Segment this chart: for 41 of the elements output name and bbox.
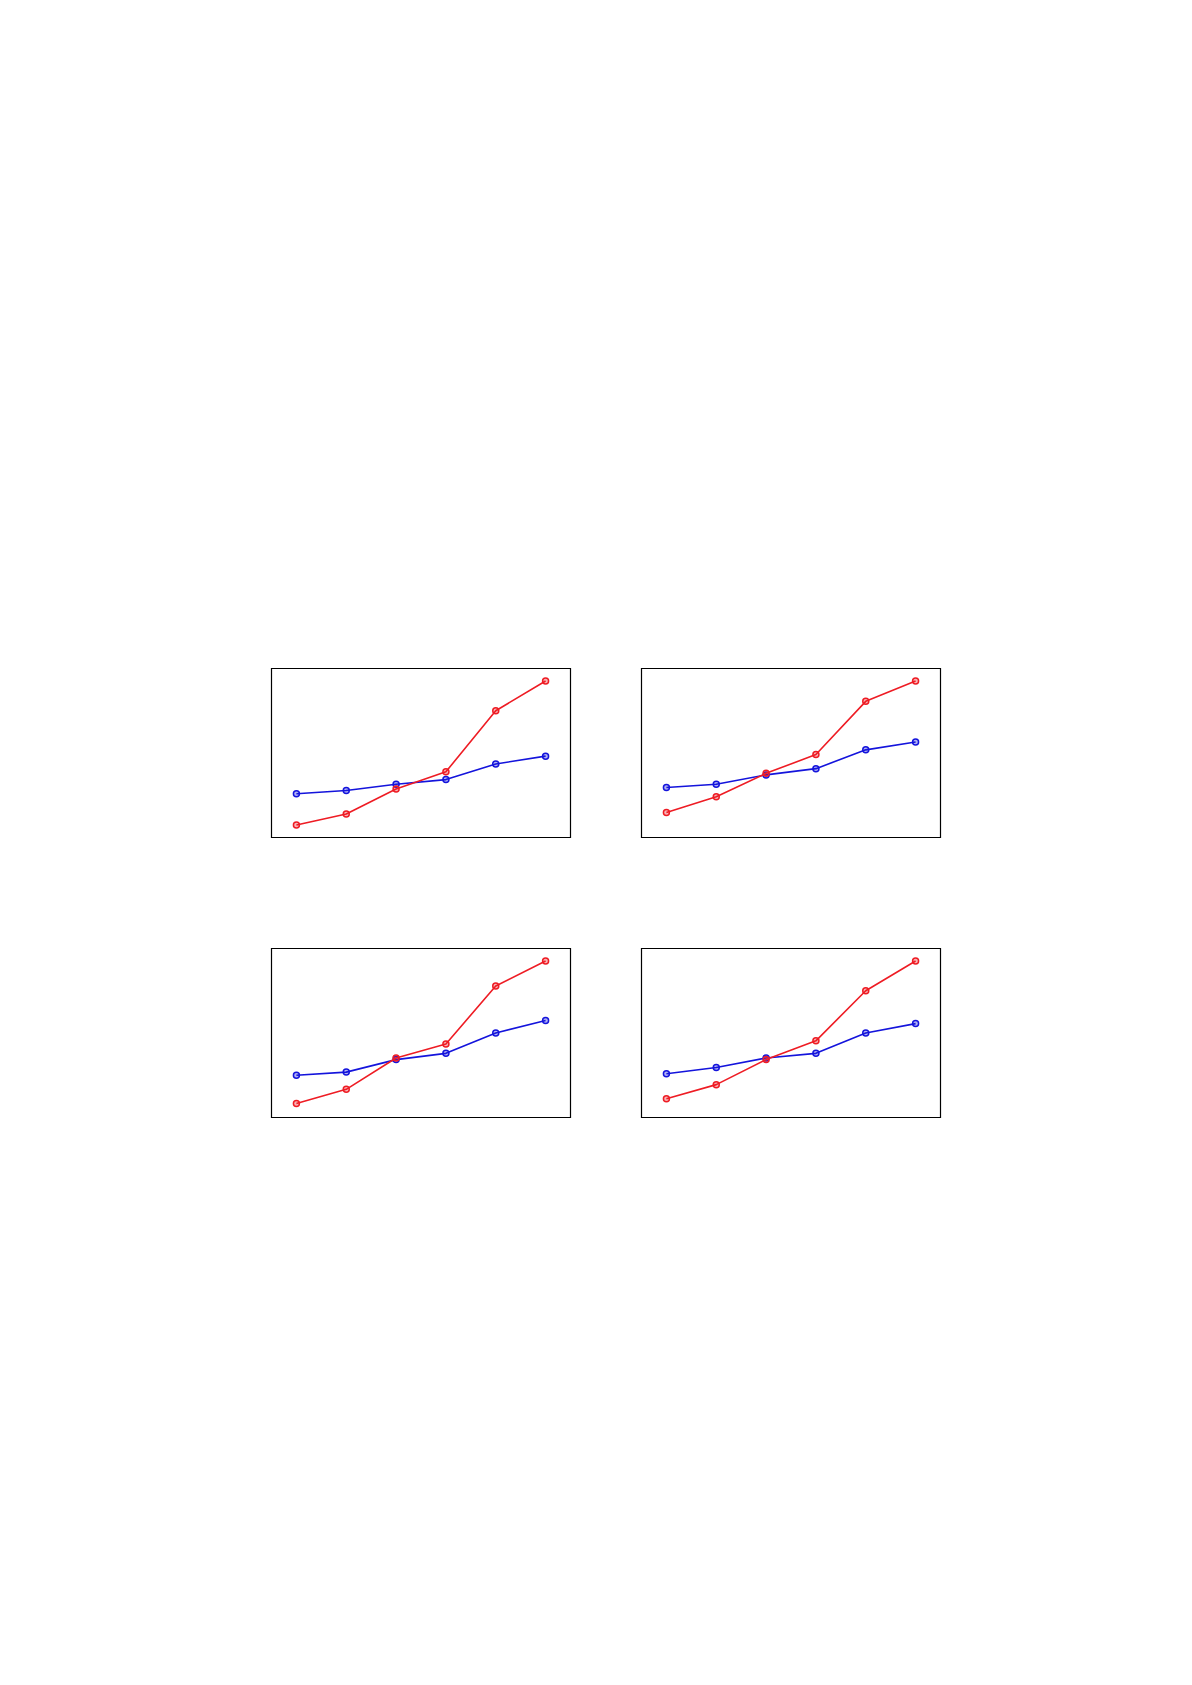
point (292, 789, 301, 798)
point (662, 1069, 671, 1078)
point (492, 760, 500, 768)
point (862, 697, 870, 706)
point (442, 775, 450, 784)
point (442, 1049, 450, 1058)
point (812, 1049, 820, 1058)
point (911, 1019, 920, 1028)
point (862, 1029, 870, 1037)
point (541, 1016, 550, 1025)
point (492, 1029, 500, 1037)
point (292, 1099, 301, 1108)
point (442, 1040, 450, 1048)
point (662, 1094, 671, 1103)
point (392, 785, 400, 793)
point (862, 987, 870, 995)
point (662, 808, 671, 817)
point (662, 783, 671, 792)
point (342, 810, 350, 818)
point (541, 752, 550, 760)
point (492, 707, 500, 715)
point (712, 1063, 720, 1072)
point (712, 780, 720, 789)
point (342, 1068, 350, 1076)
point (712, 1080, 720, 1089)
point (541, 957, 550, 965)
point (492, 982, 500, 990)
point (292, 1071, 301, 1079)
point (712, 793, 720, 801)
point (541, 677, 550, 685)
point (911, 677, 920, 685)
point (812, 1037, 820, 1045)
point (812, 750, 820, 759)
point (442, 768, 450, 776)
point (342, 1085, 350, 1094)
point (292, 821, 301, 829)
point (911, 957, 920, 965)
point (862, 746, 870, 754)
point (911, 738, 920, 746)
point (342, 786, 350, 795)
point (812, 764, 820, 773)
